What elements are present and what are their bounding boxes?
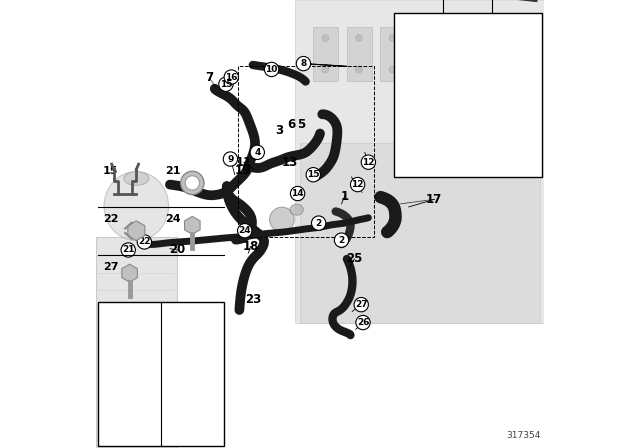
Bar bbox=[239, 66, 374, 237]
Text: 20: 20 bbox=[170, 243, 186, 257]
Circle shape bbox=[121, 243, 136, 257]
Text: 21: 21 bbox=[122, 246, 134, 254]
Text: 22: 22 bbox=[102, 214, 118, 224]
Text: 21: 21 bbox=[165, 166, 181, 176]
Text: 2: 2 bbox=[339, 236, 344, 245]
Text: 3: 3 bbox=[276, 124, 284, 138]
Polygon shape bbox=[497, 0, 537, 1]
Circle shape bbox=[354, 297, 369, 312]
Text: 26: 26 bbox=[356, 318, 369, 327]
Text: 27: 27 bbox=[355, 300, 367, 309]
Bar bbox=[300, 143, 540, 323]
Bar bbox=[394, 13, 541, 177]
Ellipse shape bbox=[185, 176, 200, 190]
Text: 5: 5 bbox=[297, 118, 305, 131]
Text: 317354: 317354 bbox=[506, 431, 541, 440]
Circle shape bbox=[422, 66, 430, 73]
Text: 8: 8 bbox=[300, 59, 307, 68]
Text: 1: 1 bbox=[340, 190, 349, 203]
Text: 15: 15 bbox=[102, 166, 118, 176]
Text: 16: 16 bbox=[225, 73, 237, 82]
Text: 12: 12 bbox=[351, 180, 364, 189]
Bar bbox=[314, 27, 338, 81]
Circle shape bbox=[296, 56, 310, 71]
Circle shape bbox=[137, 235, 152, 249]
Circle shape bbox=[312, 216, 326, 230]
Circle shape bbox=[237, 224, 252, 238]
Circle shape bbox=[456, 34, 463, 42]
Bar bbox=[380, 27, 405, 81]
Text: 14: 14 bbox=[291, 189, 304, 198]
Text: 6: 6 bbox=[287, 118, 295, 131]
Text: 18: 18 bbox=[243, 240, 259, 253]
Bar bbox=[296, 0, 544, 323]
Circle shape bbox=[351, 177, 365, 192]
Text: 15: 15 bbox=[220, 80, 232, 89]
Text: 23: 23 bbox=[244, 293, 261, 306]
Ellipse shape bbox=[269, 207, 294, 232]
Circle shape bbox=[250, 145, 264, 159]
Circle shape bbox=[456, 66, 463, 73]
Ellipse shape bbox=[180, 171, 204, 194]
Text: 22: 22 bbox=[138, 237, 150, 246]
Circle shape bbox=[306, 168, 321, 182]
Text: 13: 13 bbox=[282, 155, 298, 169]
Text: 11: 11 bbox=[236, 155, 252, 169]
Circle shape bbox=[422, 34, 430, 42]
Circle shape bbox=[355, 34, 362, 42]
Circle shape bbox=[291, 186, 305, 201]
Bar bbox=[347, 27, 372, 81]
Circle shape bbox=[322, 66, 329, 73]
Text: 27: 27 bbox=[102, 262, 118, 272]
Circle shape bbox=[322, 34, 329, 42]
Circle shape bbox=[224, 70, 239, 84]
Text: 19: 19 bbox=[235, 164, 251, 177]
Circle shape bbox=[219, 77, 233, 91]
Circle shape bbox=[389, 66, 396, 73]
Bar bbox=[481, 27, 506, 81]
Text: 17: 17 bbox=[426, 193, 442, 206]
Bar bbox=[414, 27, 439, 81]
Circle shape bbox=[490, 34, 497, 42]
Bar bbox=[448, 27, 472, 81]
Text: 7: 7 bbox=[205, 71, 213, 85]
Bar bbox=[96, 237, 177, 448]
Circle shape bbox=[223, 152, 237, 166]
Text: 15: 15 bbox=[307, 170, 319, 179]
Circle shape bbox=[355, 66, 362, 73]
Circle shape bbox=[264, 62, 279, 77]
Text: 2: 2 bbox=[316, 219, 322, 228]
Ellipse shape bbox=[290, 204, 303, 215]
Text: 24: 24 bbox=[165, 214, 181, 224]
Circle shape bbox=[334, 233, 349, 247]
Circle shape bbox=[389, 34, 396, 42]
Text: 10: 10 bbox=[266, 65, 278, 74]
Text: 12: 12 bbox=[362, 158, 374, 167]
Text: 4: 4 bbox=[254, 148, 260, 157]
Circle shape bbox=[490, 66, 497, 73]
Circle shape bbox=[361, 155, 376, 169]
Text: 9: 9 bbox=[227, 155, 234, 164]
Bar bbox=[98, 302, 223, 446]
Ellipse shape bbox=[104, 172, 168, 241]
Text: 24: 24 bbox=[239, 226, 251, 235]
Text: 25: 25 bbox=[346, 252, 363, 266]
Circle shape bbox=[356, 315, 370, 330]
Ellipse shape bbox=[124, 172, 149, 185]
